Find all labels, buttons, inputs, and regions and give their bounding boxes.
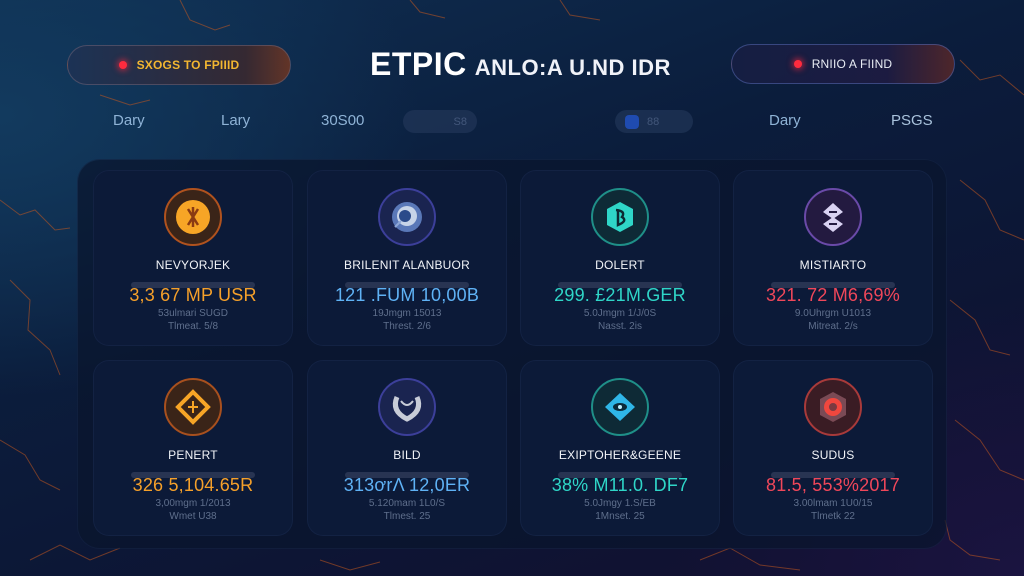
coin-name: DOLERT (595, 258, 645, 272)
progress-bar (131, 282, 255, 288)
page-title-main: ETPIC (370, 46, 467, 82)
coin-value: 3,3 67 MP USR (129, 285, 257, 305)
coin-sub-1: 5.0Jmgm 1/J/0S (583, 308, 657, 319)
coin-sub-2: Mitreat. 2/s (808, 321, 858, 332)
coin-sub-1: 9.0Uhrgm U1013 (794, 308, 872, 319)
nav-item-lary[interactable]: Lary (221, 112, 251, 129)
coin-name: SUDUS (811, 448, 855, 462)
purple-diamond-coin-icon (804, 188, 862, 246)
red-hexagon-coin-icon (804, 378, 862, 436)
nav-item-30s00[interactable]: 30S00 (321, 112, 365, 129)
eye-diamond-coin-icon (591, 378, 649, 436)
progress-bar (558, 282, 682, 288)
coin-card-bild[interactable]: BILD 313ơrΛ 12,0ER 5.120mam 1L0/S Tlmest… (307, 360, 507, 536)
nav-filter-pill[interactable]: S8 (403, 110, 477, 133)
find-button-right[interactable]: RNIIO A FIIND (731, 44, 955, 84)
status-dot-icon (118, 61, 127, 69)
progress-bar (345, 472, 469, 478)
toggle-knob-icon (625, 114, 639, 129)
nav-toggle-pill[interactable]: 88 (615, 110, 693, 133)
progress-bar (771, 472, 895, 478)
coin-sub-1: 19Jmgm 15013 (372, 308, 442, 319)
coin-sub-1: 3,00mgm 1/2013 (155, 498, 231, 509)
coin-sub-2: Threst. 2/6 (383, 321, 431, 332)
coin-sub-1: 53ulmari SUGD (157, 308, 229, 319)
coin-sub-2: Wmet U38 (169, 511, 217, 522)
coin-name: BRILENIT ALANBUOR (344, 258, 470, 272)
teal-hexagon-coin-icon (591, 188, 649, 246)
progress-bar (771, 282, 895, 288)
page-title: ETPIC ANLO:A U.ND IDR (370, 46, 671, 86)
progress-bar (345, 282, 469, 288)
coin-card-exiptoher-geene[interactable]: EXIPTOHER&GEENE 38% M11.0. DF7 5.0Jmgy 1… (520, 360, 720, 536)
nav-item-dary-2[interactable]: Dary (769, 112, 801, 129)
find-button-left-label: SXOGS TO FPIIID (136, 58, 240, 72)
coin-name: NEVYORJEK (155, 258, 231, 272)
coin-value: 326 5,104.65R (132, 475, 254, 495)
find-button-right-label: RNIIO A FIIND (811, 57, 893, 71)
coin-name: MISTIARTO (799, 258, 867, 272)
nav-filter-pill-label: S8 (453, 115, 467, 128)
coin-sub-1: 3.00lmam 1U0/15 (793, 498, 873, 509)
nav-item-dary[interactable]: Dary (113, 112, 145, 129)
astronaut-coin-icon (378, 188, 436, 246)
coin-value: 121 .FUM 10,00B (334, 285, 480, 305)
wreath-coin-icon (378, 378, 436, 436)
coin-value: 299. £21M.GER (554, 285, 686, 305)
orange-coin-icon (164, 188, 222, 246)
coin-card-nevyorjek[interactable]: NEVYORJEK 3,3 67 MP USR 53ulmari SUGD Tl… (93, 170, 293, 346)
page-title-sub: ANLO:A U.ND IDR (474, 55, 671, 80)
coin-card-sudus[interactable]: SUDUS 81.5, 553%2017 3.00lmam 1U0/15 Tlm… (733, 360, 933, 536)
coin-card-mistiarto[interactable]: MISTIARTO 321. 72 M6,69% 9.0Uhrgm U1013 … (733, 170, 933, 346)
coin-name: BILD (393, 448, 421, 462)
coin-value: 38% M11.0. DF7 (551, 475, 689, 495)
coin-sub-2: 1Mnset. 25 (595, 511, 645, 522)
find-button-left[interactable]: SXOGS TO FPIIID (67, 45, 291, 85)
coin-sub-2: Nasst. 2is (598, 321, 642, 332)
coin-sub-2: Tlmest. 25 (383, 511, 431, 522)
coin-sub-1: 5.120mam 1L0/S (368, 498, 446, 509)
coin-sub-1: 5.0Jmgy 1.S/EB (584, 498, 656, 509)
coin-value: 313ơrΛ 12,0ER (343, 475, 471, 495)
nav-toggle-pill-label: 88 (647, 115, 660, 128)
coin-sub-2: Tlmetk 22 (811, 511, 855, 522)
coin-card-dolert[interactable]: DOLERT 299. £21M.GER 5.0Jmgm 1/J/0S Nass… (520, 170, 720, 346)
coin-name: PENERT (168, 448, 218, 462)
nav-item-psgs[interactable]: PSGS (891, 112, 933, 129)
progress-bar (131, 472, 255, 478)
status-dot-icon (793, 60, 802, 68)
coin-name: EXIPTOHER&GEENE (558, 448, 682, 462)
coin-card-brilenit-alanbuor[interactable]: BRILENIT ALANBUOR 121 .FUM 10,00B 19Jmgm… (307, 170, 507, 346)
coin-value: 81.5, 553%2017 (766, 475, 900, 495)
coin-value: 321. 72 M6,69% (766, 285, 900, 305)
coin-grid: NEVYORJEK 3,3 67 MP USR 53ulmari SUGD Tl… (78, 160, 946, 548)
orange-diamond-coin-icon (164, 378, 222, 436)
coin-card-penert[interactable]: PENERT 326 5,104.65R 3,00mgm 1/2013 Wmet… (93, 360, 293, 536)
coin-sub-2: Tlmeat. 5/8 (167, 321, 219, 332)
progress-bar (558, 472, 682, 478)
